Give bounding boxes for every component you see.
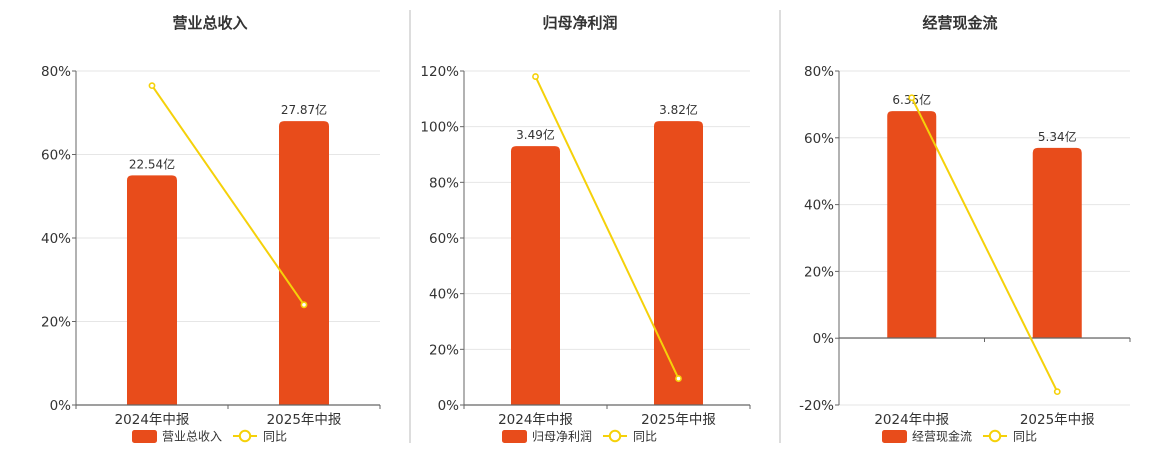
x-category-label: 2025年中报 — [641, 412, 716, 428]
bar-value-label: 3.82亿 — [659, 102, 698, 117]
y-tick-label: -20% — [799, 398, 834, 414]
y-tick-label: 0% — [438, 398, 460, 414]
legend-bar-swatch — [132, 430, 157, 443]
bar-value-label: 22.54亿 — [129, 156, 175, 171]
legend-line-label: 同比 — [1013, 430, 1037, 444]
y-tick-label: 120% — [420, 64, 459, 80]
bar-value-label: 3.49亿 — [516, 127, 555, 142]
bar — [127, 175, 177, 405]
chart-panel-revenue: 营业总收入 0% 20% 40% 60% 80% 22.54亿 27.87亿 2024年中报 20… — [41, 14, 381, 444]
y-tick-label: 80% — [429, 175, 459, 191]
legend-bar-label: 归母净利润 — [532, 430, 592, 444]
yoy-line — [534, 76, 680, 379]
y-tick-label: 40% — [41, 231, 71, 247]
y-tick-label: 20% — [41, 315, 71, 331]
legend-bar-swatch — [882, 430, 907, 443]
legend-line-marker — [988, 429, 1002, 443]
y-tick-label: 60% — [429, 231, 459, 247]
chart-panel-operating-cash-flow: 经营现金流-20%0%20%40%60%80%6.35亿5.34亿2024年中报… — [799, 14, 1131, 444]
yoy-point — [300, 301, 308, 309]
x-category-label: 2024年中报 — [874, 412, 949, 428]
legend-line-marker — [608, 429, 622, 443]
y-tick-label: 60% — [41, 148, 71, 164]
yoy-point — [532, 73, 539, 80]
y-tick-label: 20% — [429, 342, 459, 358]
chart-title: 归母净利润 — [542, 14, 617, 32]
y-tick-label: 0% — [50, 398, 72, 414]
legend-line-label: 同比 — [263, 430, 287, 444]
y-tick-label: 40% — [429, 287, 459, 303]
y-tick-label: 80% — [41, 64, 71, 80]
y-tick-label: 40% — [804, 198, 834, 214]
y-tick-label: 60% — [804, 131, 834, 147]
x-category-label: 2024年中报 — [498, 412, 573, 428]
chart-title: 营业总收入 — [172, 14, 247, 32]
x-category-label: 2025年中报 — [267, 412, 342, 428]
legend-bar-label: 经营现金流 — [912, 429, 972, 444]
bar — [887, 111, 937, 339]
legend-line-label: 同比 — [633, 430, 657, 444]
chart-title: 经营现金流 — [922, 14, 997, 32]
chart-panel-net-profit: 归母净利润 0% 20% 40% 60% 80% 100% 120% 3.49亿 3.82亿 202… — [420, 14, 751, 444]
yoy-point — [675, 375, 682, 382]
y-tick-label: 80% — [804, 64, 834, 80]
bar-value-label: 27.87亿 — [281, 102, 327, 117]
y-tick-label: 0% — [813, 331, 835, 347]
x-category-label: 2024年中报 — [115, 412, 190, 428]
yoy-point — [148, 82, 156, 90]
legend-bar-label: 营业总收入 — [162, 430, 222, 444]
y-tick-label: 100% — [420, 120, 459, 136]
bar — [511, 146, 560, 405]
legend-bar-swatch — [502, 430, 527, 443]
bar — [654, 121, 703, 405]
bar — [279, 121, 329, 405]
yoy-point — [1053, 388, 1061, 396]
yoy-point — [908, 94, 916, 102]
y-tick-label: 20% — [804, 264, 834, 280]
yoy-line — [910, 97, 1059, 393]
legend-line-marker — [238, 429, 252, 443]
x-category-label: 2025年中报 — [1020, 412, 1095, 428]
yoy-line — [151, 85, 305, 306]
bar-value-label: 5.34亿 — [1038, 129, 1077, 144]
bar — [1032, 147, 1082, 339]
